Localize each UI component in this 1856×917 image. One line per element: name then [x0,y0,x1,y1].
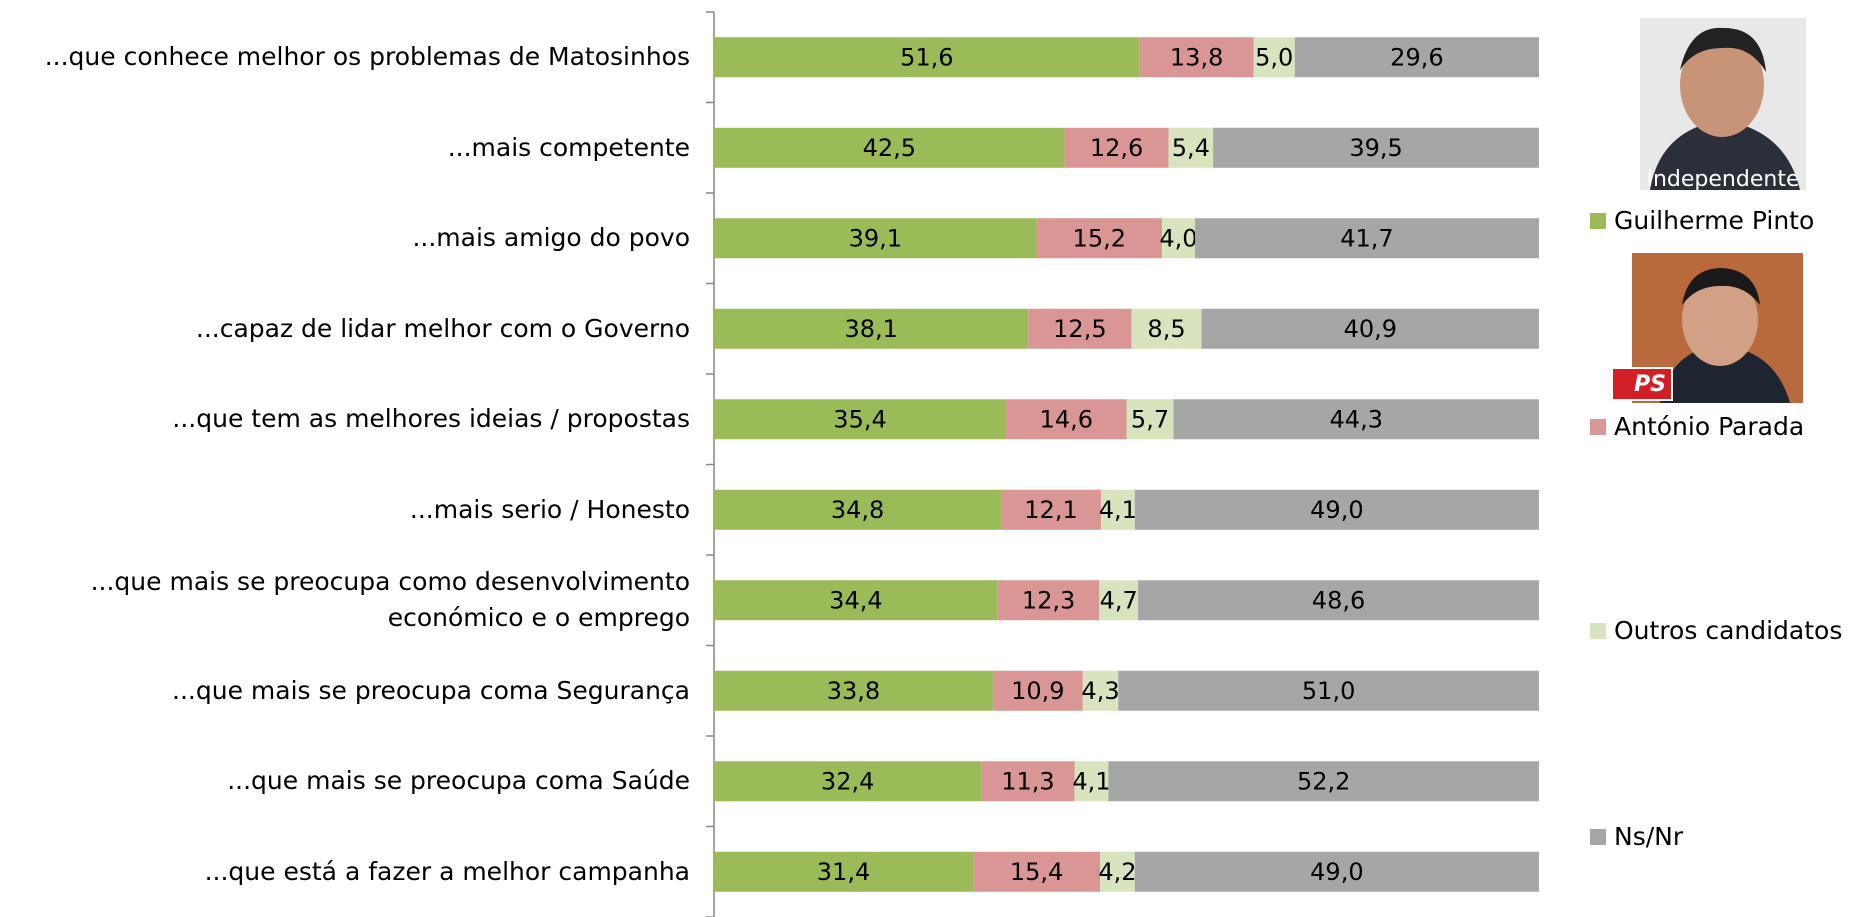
data-label: 14,6 [1040,405,1093,433]
data-label: 52,2 [1297,767,1350,795]
category-label: ...mais competente [10,130,690,166]
data-label: 4,2 [1098,858,1136,886]
data-label: 49,0 [1310,858,1363,886]
photo-independent: Independente [1640,18,1806,192]
data-label: 44,3 [1330,405,1383,433]
data-label: 38,1 [844,315,897,343]
photo-caption: Independente [1647,167,1800,192]
category-label: ...que mais se preocupa como desenvolvim… [10,564,690,636]
legend-swatch [1590,213,1606,229]
data-label: 12,1 [1024,496,1077,524]
data-label: 13,8 [1170,43,1223,71]
data-label: 40,9 [1344,315,1397,343]
data-label: 11,3 [1001,767,1054,795]
legend-label: Outros candidatos [1614,616,1842,645]
data-label: 29,6 [1390,43,1443,71]
data-label: 5,7 [1131,405,1169,433]
data-label: 31,4 [817,858,870,886]
data-label: 39,1 [849,224,902,252]
data-label: 5,4 [1172,134,1210,162]
data-label: 4,1 [1072,767,1110,795]
data-label: 34,4 [829,586,882,614]
data-label: 42,5 [863,134,916,162]
data-label: 15,2 [1073,224,1126,252]
data-label: 12,6 [1090,134,1143,162]
legend-label: Ns/Nr [1614,822,1684,851]
data-label: 51,0 [1302,677,1355,705]
data-label: 51,6 [900,43,953,71]
data-label: 4,3 [1081,677,1119,705]
category-label: ...capaz de lidar melhor com o Governo [10,311,690,347]
data-label: 4,0 [1159,224,1197,252]
data-label: 41,7 [1340,224,1393,252]
category-label: ...mais amigo do povo [10,220,690,256]
legend-swatch [1590,419,1606,435]
data-label: 5,0 [1255,43,1293,71]
data-label: 15,4 [1010,858,1063,886]
legend-swatch [1590,829,1606,845]
data-label: 33,8 [827,677,880,705]
data-label: 12,5 [1053,315,1106,343]
data-label: 4,1 [1099,496,1137,524]
data-label: 49,0 [1310,496,1363,524]
category-label: ...que tem as melhores ideias / proposta… [10,401,690,437]
page: Independente PS 51,6 13,8 5,0 29,6 42,5 12,6 5… [0,0,1856,917]
category-label: ...mais serio / Honesto [10,492,690,528]
photo-caption: PS [1634,372,1666,397]
category-label: ...que mais se preocupa coma Saúde [10,763,690,799]
legend-label: António Parada [1614,412,1804,441]
data-label: 48,6 [1312,586,1365,614]
legend-label: Guilherme Pinto [1614,206,1814,235]
category-label: ...que mais se preocupa coma Segurança [10,673,690,709]
data-label: 32,4 [821,767,874,795]
data-label: 35,4 [833,405,886,433]
data-label: 34,8 [831,496,884,524]
data-label: 12,3 [1022,586,1075,614]
data-label: 8,5 [1147,315,1185,343]
category-label: ...que conhece melhor os problemas de Ma… [10,39,690,75]
category-label: ...que está a fazer a melhor campanha [10,854,690,890]
data-label: 4,7 [1100,586,1138,614]
data-label: 10,9 [1011,677,1064,705]
photo-ps: PS [1612,253,1803,403]
data-label: 39,5 [1349,134,1402,162]
legend-swatch [1590,623,1606,639]
